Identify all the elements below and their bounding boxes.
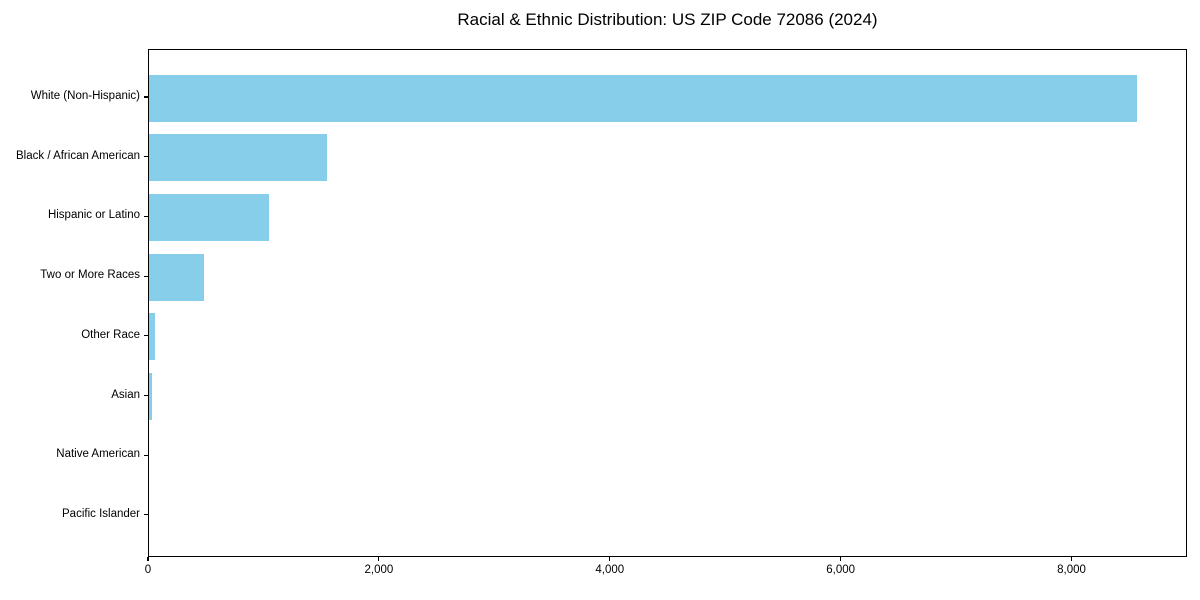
x-tick-label: 0 bbox=[144, 564, 152, 576]
y-tick-label: White (Non-Hispanic) bbox=[30, 90, 140, 102]
y-tick-label: Hispanic or Latino bbox=[47, 209, 140, 222]
x-tick-label: 2,000 bbox=[364, 564, 394, 576]
y-tick-mark bbox=[144, 215, 148, 217]
x-tick-label: 6,000 bbox=[826, 564, 856, 576]
bar bbox=[149, 373, 153, 420]
y-tick-mark bbox=[144, 275, 148, 277]
y-tick-mark bbox=[144, 156, 148, 158]
x-tick-mark bbox=[147, 557, 149, 561]
chart-title: Racial & Ethnic Distribution: US ZIP Cod… bbox=[457, 10, 878, 29]
y-tick-mark bbox=[144, 394, 148, 397]
y-tick-label: Asian bbox=[111, 388, 140, 401]
x-tick-mark bbox=[609, 557, 611, 561]
y-tick-mark bbox=[144, 454, 148, 456]
bar bbox=[149, 134, 327, 182]
y-tick-mark bbox=[144, 96, 148, 98]
bar bbox=[149, 74, 1138, 122]
bar bbox=[149, 193, 270, 241]
x-tick-mark bbox=[840, 557, 842, 561]
y-tick-label: Black / African American bbox=[16, 149, 140, 162]
y-tick-label: Native American bbox=[56, 448, 140, 461]
x-tick-mark bbox=[378, 557, 380, 561]
y-tick-mark bbox=[144, 514, 148, 516]
y-tick-mark bbox=[144, 335, 148, 337]
plot-area bbox=[148, 49, 1187, 557]
bar bbox=[149, 313, 155, 361]
y-tick-label: Two or More Races bbox=[40, 269, 140, 282]
x-tick-label: 8,000 bbox=[1057, 564, 1086, 576]
x-tick-mark bbox=[1070, 557, 1073, 561]
bar bbox=[149, 253, 205, 301]
y-tick-label: Other Race bbox=[81, 328, 140, 341]
y-tick-label: Pacific Islander bbox=[62, 507, 140, 520]
x-tick-label: 4,000 bbox=[595, 564, 625, 576]
